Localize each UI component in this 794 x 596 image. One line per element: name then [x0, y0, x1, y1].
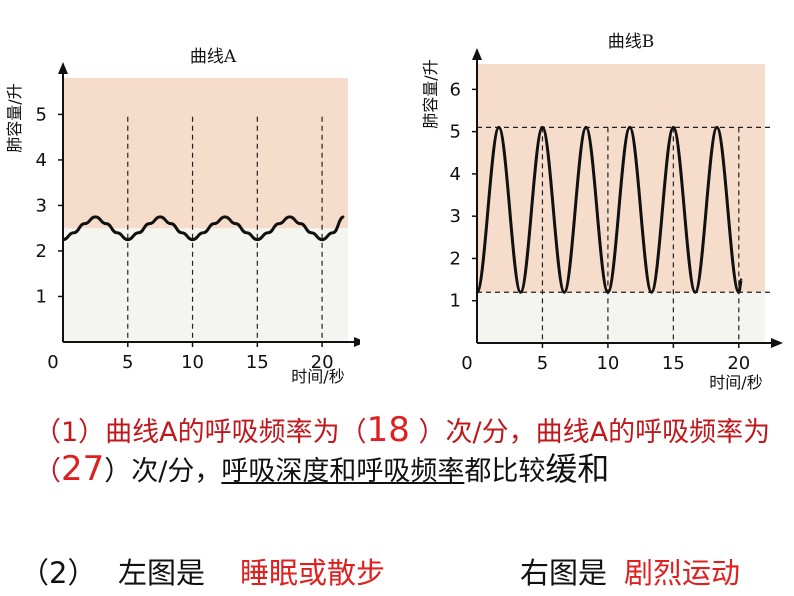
q2-left-label: 左图是: [118, 556, 206, 590]
x-tick-label: 15: [246, 352, 269, 373]
q1-end: 都比较: [464, 456, 546, 487]
chart-a: 1 2 3 4 5 0 5 10 15 20 曲线A 肺容量/升时间/秒: [0, 40, 360, 400]
y-tick-label: 2: [450, 248, 461, 269]
data-point: [126, 238, 129, 241]
data-point: [62, 238, 64, 241]
data-point: [94, 216, 97, 218]
lower-band: [63, 228, 348, 342]
x-tick-label: 0: [461, 353, 472, 374]
q1-answer-1: 18: [366, 410, 410, 450]
data-point: [105, 222, 107, 225]
x-tick-label: 10: [181, 352, 204, 373]
data-point: [213, 222, 215, 225]
data-point: [740, 278, 743, 281]
data-point: [224, 216, 226, 218]
data-point: [650, 291, 653, 294]
y-tick-label: 5: [450, 122, 461, 143]
x-tick-label: 5: [122, 352, 133, 373]
y-tick-label: 1: [450, 291, 461, 312]
y-axis-arrow: [58, 62, 68, 74]
x-tick-label: 20: [311, 352, 334, 373]
data-point: [628, 126, 631, 129]
data-point: [267, 231, 269, 234]
q1-underlined: 呼吸深度和呼吸频率: [221, 456, 465, 487]
q1-answer-3: 缓和: [545, 450, 610, 488]
y-tick-label: 6: [450, 79, 461, 100]
data-point: [299, 222, 302, 225]
x-tick-label: 0: [47, 352, 58, 373]
q2-left-answer: 睡眠或散步: [240, 556, 386, 590]
x-tick-label: 20: [727, 353, 750, 374]
data-point: [83, 222, 86, 225]
x-tick-label: 15: [662, 353, 685, 374]
chart-a-svg: 1 2 3 4 5 0 5 10 15 20 曲线A 肺容量/升时间/秒: [5, 47, 360, 386]
data-point: [148, 222, 151, 225]
data-point: [159, 216, 161, 218]
q1-prefix: （1）曲线A的呼吸频率为（: [34, 417, 367, 448]
data-point: [672, 126, 675, 129]
shaded-band: [63, 78, 348, 229]
data-point: [116, 231, 118, 234]
data-point: [694, 291, 697, 294]
y-tick-label: 3: [450, 206, 461, 227]
q2-right-answer: 剧烈运动: [624, 556, 741, 590]
question-2: （2） 左图是 睡眠或散步 右图是 剧烈运动: [20, 550, 780, 590]
y-tick-label: 5: [36, 104, 47, 125]
x-axis-arrow: [354, 337, 360, 347]
data-point: [342, 216, 345, 218]
data-point: [563, 291, 566, 294]
data-point: [191, 238, 194, 241]
data-series-line: [475, 125, 743, 294]
data-point: [738, 291, 740, 294]
x-tick-label: 10: [596, 353, 619, 374]
q1-answer-2: 27: [61, 449, 105, 489]
lower-band: [477, 292, 765, 343]
chart-b: 1 2 3 4 5 6 0 5 10 15 20 曲线B 肺容量/升时间/秒: [420, 30, 794, 400]
y-tick-label: 1: [36, 286, 47, 307]
data-point: [278, 222, 280, 225]
q2-right-label: 右图是: [520, 556, 608, 590]
y-tick-label: 4: [450, 164, 461, 185]
chart-title: 曲线B: [608, 32, 655, 52]
data-point: [256, 238, 259, 241]
data-point: [245, 231, 248, 234]
chart-b-svg: 1 2 3 4 5 6 0 5 10 15 20 曲线B 肺容量/升时间/秒: [421, 32, 783, 392]
y-axis-label: 肺容量/升: [421, 59, 440, 128]
data-point: [180, 231, 183, 234]
x-tick-label: 5: [537, 353, 548, 374]
x-axis-arrow: [771, 338, 783, 348]
q1-after: ）次/分，: [104, 456, 222, 487]
data-point: [476, 291, 478, 294]
data-point: [332, 231, 334, 234]
data-point: [72, 231, 75, 234]
data-point: [321, 238, 323, 241]
data-point: [498, 126, 500, 129]
data-point: [585, 126, 587, 129]
data-point: [170, 222, 172, 225]
data-point: [310, 231, 313, 234]
data-point: [234, 222, 237, 225]
data-point: [137, 231, 140, 234]
y-axis-label: 肺容量/升: [5, 83, 24, 152]
q2-number: （2）: [20, 556, 97, 590]
y-axis-arrow: [472, 48, 482, 60]
data-point: [288, 216, 291, 218]
data-point: [607, 291, 609, 294]
y-tick-label: 4: [36, 150, 47, 171]
q1-mid: ）次/分，曲线A的呼吸频率为（: [34, 417, 771, 487]
y-tick-label: 3: [36, 195, 47, 216]
data-point: [716, 126, 718, 129]
x-axis-label: 时间/秒: [709, 373, 762, 392]
question-1: （1）曲线A的呼吸频率为（18 ）次/分，曲线A的呼吸频率为（27）次/分，呼吸…: [34, 412, 774, 490]
data-point: [541, 126, 544, 129]
data-point: [202, 231, 205, 234]
x-axis-label: 时间/秒: [291, 367, 344, 386]
y-tick-label: 2: [36, 241, 47, 262]
data-point: [519, 291, 522, 294]
chart-title: 曲线A: [190, 47, 237, 67]
